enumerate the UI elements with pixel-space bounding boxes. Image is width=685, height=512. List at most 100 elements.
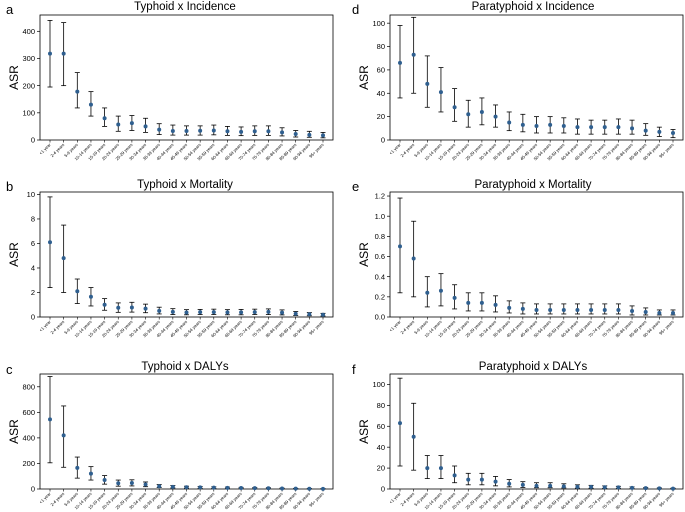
panel-letter-a: a <box>6 2 14 17</box>
y-axis-label-e: ASR <box>357 242 371 267</box>
panel-title-c: Typhoid x DALYs <box>141 361 229 373</box>
data-point-e-12 <box>561 307 566 312</box>
data-point-d-15 <box>602 125 607 130</box>
panel-letter-b: b <box>6 179 13 194</box>
data-point-d-2 <box>425 81 430 86</box>
axes-frame-a <box>39 14 334 141</box>
data-point-a-5 <box>116 122 121 127</box>
data-point-b-13 <box>225 310 230 315</box>
data-point-b-10 <box>184 310 189 315</box>
data-point-e-7 <box>493 302 498 307</box>
data-point-f-0 <box>398 421 402 426</box>
data-point-c-16 <box>266 486 271 491</box>
data-point-c-11 <box>198 485 203 490</box>
y-tick-label-f-5: 100 <box>372 380 385 389</box>
data-point-e-9 <box>520 306 525 311</box>
panel-title-e: Paratyphoid x Mortality <box>475 179 592 191</box>
data-point-f-5 <box>466 477 471 482</box>
x-tick-label-e-20: 95+ years <box>658 319 675 336</box>
data-point-a-2 <box>75 89 80 94</box>
axes-frame-b <box>39 191 334 318</box>
data-point-e-14 <box>589 307 594 312</box>
data-point-d-13 <box>575 125 580 130</box>
data-point-e-3 <box>438 288 443 293</box>
data-point-b-6 <box>129 305 134 310</box>
data-point-e-17 <box>630 308 635 313</box>
panel-title-b: Typhoid x Mortality <box>137 179 233 191</box>
data-point-b-16 <box>266 309 271 314</box>
y-tick-label-e-0: 0.0 <box>375 313 385 322</box>
y-axis-label-f: ASR <box>357 419 371 444</box>
y-tick-label-d-0: 0 <box>381 136 385 145</box>
data-point-d-14 <box>589 125 594 130</box>
data-point-f-16 <box>616 485 621 490</box>
y-tick-label-b-0: 0 <box>31 313 35 322</box>
data-point-a-9 <box>170 129 175 134</box>
data-point-b-14 <box>239 310 244 315</box>
data-point-b-17 <box>280 310 285 315</box>
data-point-b-18 <box>293 311 298 316</box>
data-point-c-9 <box>170 484 175 489</box>
y-tick-label-d-1: 20 <box>377 112 385 121</box>
data-point-e-11 <box>548 307 553 312</box>
data-point-b-9 <box>170 309 175 314</box>
axes-frame-c <box>39 373 334 490</box>
x-tick-label-b-20: 95+ years <box>308 319 325 336</box>
data-point-f-10 <box>534 483 539 488</box>
y-tick-label-f-0: 0 <box>381 485 385 494</box>
panel-letter-c: c <box>6 362 13 377</box>
y-axis-label-d: ASR <box>357 65 371 90</box>
y-tick-label-d-2: 40 <box>377 89 385 98</box>
y-tick-label-c-4: 800 <box>22 382 35 391</box>
y-tick-label-e-2: 0.4 <box>375 272 385 281</box>
data-point-c-5 <box>116 481 121 486</box>
data-point-a-16 <box>266 129 271 134</box>
y-tick-label-d-3: 60 <box>377 66 385 75</box>
y-axis-label-b: ASR <box>7 242 21 267</box>
data-point-e-8 <box>507 305 512 310</box>
y-tick-label-d-5: 100 <box>372 19 385 28</box>
data-point-d-12 <box>561 123 566 128</box>
y-tick-label-a-2: 200 <box>22 81 35 90</box>
data-point-f-13 <box>575 484 580 489</box>
data-point-e-19 <box>657 310 662 315</box>
data-point-b-5 <box>116 305 121 310</box>
data-point-d-17 <box>630 126 635 131</box>
data-point-f-1 <box>411 434 416 439</box>
data-point-f-12 <box>561 484 566 489</box>
data-point-d-20 <box>671 130 675 135</box>
y-tick-label-b-2: 4 <box>31 264 35 273</box>
y-tick-label-e-1: 0.2 <box>375 292 385 301</box>
data-point-a-15 <box>252 129 257 134</box>
data-point-d-19 <box>657 129 662 134</box>
data-point-c-19 <box>307 486 312 491</box>
data-point-f-4 <box>452 473 457 478</box>
panel-d: d Paratyphoid x IncidenceASR020406080100<… <box>352 1 684 161</box>
data-point-e-20 <box>671 310 675 315</box>
data-point-a-8 <box>157 127 162 132</box>
data-point-a-3 <box>88 102 93 107</box>
axes-frame-e <box>389 191 684 318</box>
data-point-c-6 <box>129 480 134 485</box>
data-point-d-11 <box>548 122 553 127</box>
axes-frame-f <box>389 373 684 490</box>
y-tick-label-f-2: 40 <box>377 443 385 452</box>
data-point-d-0 <box>398 60 402 65</box>
data-point-c-8 <box>157 484 162 489</box>
data-point-e-18 <box>643 309 648 314</box>
x-tick-label-c-20: 95+ years <box>308 491 325 508</box>
data-point-e-5 <box>466 300 471 305</box>
data-point-e-13 <box>575 307 580 312</box>
data-point-c-14 <box>239 485 244 490</box>
panel-title-f: Paratyphoid x DALYs <box>479 361 588 373</box>
data-point-b-19 <box>307 312 312 317</box>
data-point-a-10 <box>184 129 189 134</box>
y-tick-label-e-4: 0.8 <box>375 232 385 241</box>
data-point-f-20 <box>671 486 675 491</box>
data-point-a-19 <box>307 132 312 137</box>
data-point-a-4 <box>102 116 107 121</box>
data-point-a-7 <box>143 124 148 129</box>
panel-letter-d: d <box>352 2 359 17</box>
data-point-c-4 <box>102 478 107 483</box>
